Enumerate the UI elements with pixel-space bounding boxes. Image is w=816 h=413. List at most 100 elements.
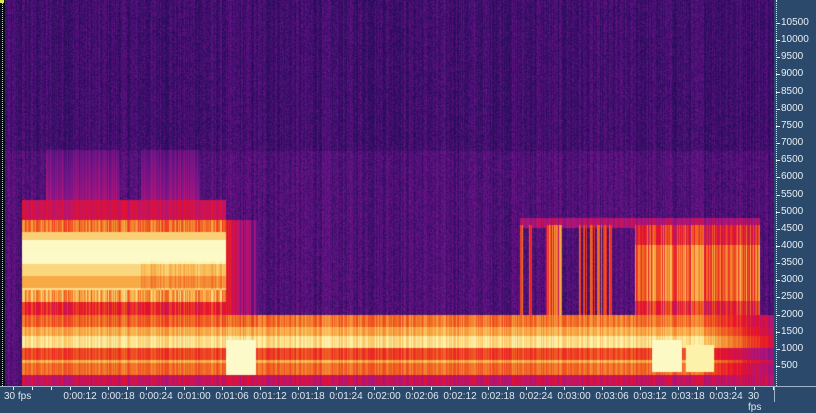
left-edge-marker xyxy=(0,0,5,386)
frequency-tick xyxy=(776,297,780,299)
time-tick xyxy=(146,387,147,390)
time-tick xyxy=(13,387,14,390)
time-label: 0:02:12 xyxy=(443,391,477,402)
time-tick xyxy=(222,387,223,390)
time-tick xyxy=(165,387,166,390)
frequency-label: 9000 xyxy=(781,68,804,80)
frequency-label: 6000 xyxy=(781,171,804,183)
time-label: 0:01:18 xyxy=(291,391,325,402)
time-label: 0:00:12 xyxy=(63,391,97,402)
time-tick xyxy=(203,387,204,390)
fps-label-right: 30 fps xyxy=(748,391,762,413)
frequency-label: 2000 xyxy=(781,308,804,320)
time-tick xyxy=(355,387,356,390)
time-ruler[interactable]: 30 fps 30 fps 0:00:12 0:00:18 0:00:24 0:01:… xyxy=(0,386,774,413)
time-label: 0:03:12 xyxy=(633,391,667,402)
time-tick xyxy=(526,387,527,390)
frequency-tick xyxy=(776,194,780,196)
frequency-label: 5000 xyxy=(781,205,804,217)
time-tick xyxy=(89,387,90,390)
time-tick xyxy=(602,387,603,390)
frequency-label: 10500 xyxy=(781,17,809,28)
time-tick xyxy=(108,387,109,390)
frequency-label: 500 xyxy=(781,360,798,371)
frequency-tick xyxy=(776,228,780,230)
frequency-tick xyxy=(776,91,780,93)
frequency-label: 10000 xyxy=(781,34,809,46)
time-tick xyxy=(279,387,280,390)
time-label: 0:00:18 xyxy=(101,391,135,402)
time-tick xyxy=(298,387,299,390)
time-label: 0:00:24 xyxy=(139,391,173,402)
frequency-label: 1000 xyxy=(781,342,804,354)
frequency-label: 8500 xyxy=(781,85,804,97)
time-tick xyxy=(336,387,337,390)
time-tick xyxy=(469,387,470,390)
time-tick xyxy=(583,387,584,390)
frequency-tick xyxy=(776,177,780,179)
time-tick xyxy=(431,387,432,390)
time-tick xyxy=(716,387,717,390)
ruler-corner xyxy=(774,386,816,402)
frequency-label: 4000 xyxy=(781,239,804,251)
frequency-tick xyxy=(776,314,780,316)
time-tick xyxy=(260,387,261,390)
frequency-label: 3500 xyxy=(781,257,804,269)
frequency-tick xyxy=(776,143,780,145)
time-tick xyxy=(773,387,774,390)
time-label: 0:01:24 xyxy=(329,391,363,402)
frequency-label: 4500 xyxy=(781,222,804,234)
time-tick xyxy=(564,387,565,390)
time-tick xyxy=(659,387,660,390)
frequency-label: 5500 xyxy=(781,188,804,200)
frequency-label: 3000 xyxy=(781,274,804,286)
time-tick xyxy=(241,387,242,390)
time-tick xyxy=(697,387,698,390)
time-tick xyxy=(488,387,489,390)
fps-label-left: 30 fps xyxy=(4,391,32,402)
frequency-tick xyxy=(776,23,780,24)
frequency-tick xyxy=(776,263,780,265)
frequency-tick xyxy=(776,211,780,213)
time-label: 0:01:00 xyxy=(177,391,211,402)
time-label: 0:02:18 xyxy=(481,391,515,402)
time-tick xyxy=(374,387,375,390)
cursor-marker xyxy=(0,0,4,3)
time-label: 0:02:06 xyxy=(405,391,439,402)
frequency-label: 9500 xyxy=(781,51,804,63)
frequency-tick xyxy=(776,57,780,59)
time-tick xyxy=(70,387,71,390)
time-tick xyxy=(393,387,394,390)
time-tick xyxy=(51,387,52,390)
frequency-tick xyxy=(776,331,780,333)
frequency-tick xyxy=(776,245,780,247)
time-tick xyxy=(412,387,413,390)
time-tick xyxy=(450,387,451,390)
time-tick xyxy=(32,387,33,390)
time-label: 0:02:00 xyxy=(367,391,401,402)
time-label: 0:02:24 xyxy=(519,391,553,402)
frequency-label: 6500 xyxy=(781,154,804,166)
frequency-tick xyxy=(776,40,780,42)
frequency-label: 8000 xyxy=(781,102,804,114)
time-label: 0:03:18 xyxy=(671,391,705,402)
frequency-tick xyxy=(776,125,780,127)
frequency-tick xyxy=(776,74,780,76)
frequency-label: 7000 xyxy=(781,137,804,149)
frequency-label: 2500 xyxy=(781,291,804,303)
time-tick xyxy=(184,387,185,390)
time-label: 0:01:12 xyxy=(253,391,287,402)
time-tick xyxy=(621,387,622,390)
time-tick xyxy=(754,387,755,390)
frequency-label: 1500 xyxy=(781,325,804,337)
frequency-ruler[interactable]: 10500 10000 9500 9000 8500 8000 7500 7000 6500 60… xyxy=(774,0,816,386)
time-tick xyxy=(640,387,641,390)
spectrogram-canvas[interactable] xyxy=(5,0,774,386)
time-label: 0:03:06 xyxy=(595,391,629,402)
time-tick xyxy=(317,387,318,390)
time-label: 0:03:00 xyxy=(557,391,591,402)
frequency-tick xyxy=(776,366,780,367)
frequency-tick xyxy=(776,348,780,350)
time-tick xyxy=(678,387,679,390)
time-tick xyxy=(127,387,128,390)
